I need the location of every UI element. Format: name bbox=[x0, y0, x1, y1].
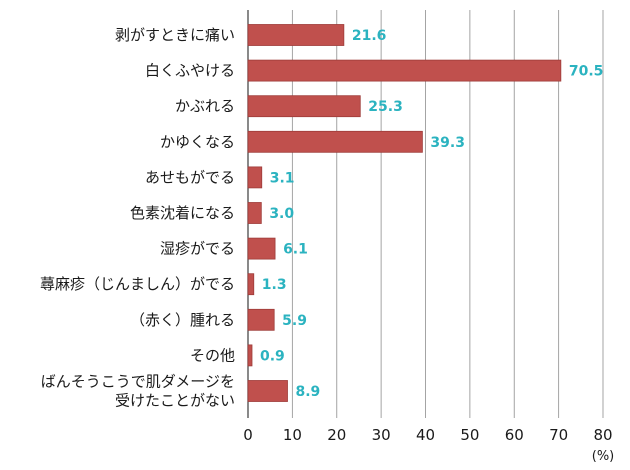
category-labels: 剥がすときに痛い白くふやけるかぶれるかゆくなるあせもがでる色素沈着になる湿疹がで… bbox=[40, 26, 235, 410]
value-label: 3.0 bbox=[269, 206, 294, 222]
bar bbox=[247, 308, 275, 331]
value-label: 3.1 bbox=[270, 170, 295, 186]
category-label: かゆくなる bbox=[160, 133, 235, 151]
x-tick-label: 0 bbox=[243, 426, 253, 444]
category-label: あせもがでる bbox=[145, 168, 235, 186]
category-label: かぶれる bbox=[175, 97, 235, 115]
x-tick-label: 20 bbox=[327, 426, 346, 444]
category-label: 湿疹がでる bbox=[160, 240, 235, 258]
value-label: 25.3 bbox=[368, 99, 403, 115]
value-label: 0.9 bbox=[260, 348, 285, 364]
x-tick-label: 80 bbox=[593, 426, 612, 444]
value-label: 6.1 bbox=[283, 242, 308, 258]
x-tick-label: 50 bbox=[460, 426, 479, 444]
category-label: 受けたことがない bbox=[115, 392, 235, 410]
category-label: 剥がすときに痛い bbox=[115, 26, 235, 44]
x-tick-labels: 0 10 20 30 40 50 60 70 80 bbox=[243, 426, 612, 444]
x-tick-label: 40 bbox=[416, 426, 435, 444]
bar bbox=[247, 59, 562, 82]
category-label: その他 bbox=[190, 346, 235, 364]
bar bbox=[247, 344, 253, 367]
category-label: ばんそうこうで肌ダメージを bbox=[41, 373, 235, 391]
x-unit-label: (%) bbox=[592, 449, 615, 464]
x-tick-label: 70 bbox=[549, 426, 568, 444]
bar bbox=[247, 237, 276, 260]
bars bbox=[247, 24, 562, 402]
bar bbox=[247, 202, 262, 224]
x-tick-label: 30 bbox=[372, 426, 391, 444]
value-label: 39.3 bbox=[430, 135, 465, 151]
category-label: 色素沈着になる bbox=[130, 204, 235, 222]
value-label: 21.6 bbox=[352, 28, 387, 44]
category-label: 白くふやける bbox=[145, 62, 235, 80]
category-label: 蕁麻疹（じんましん）がでる bbox=[40, 275, 235, 293]
category-label: （赤く）腫れる bbox=[130, 311, 235, 329]
bar bbox=[247, 130, 423, 153]
bar bbox=[247, 166, 263, 189]
x-tick-label: 60 bbox=[505, 426, 524, 444]
x-tick-label: 10 bbox=[283, 426, 302, 444]
bar bbox=[247, 273, 255, 296]
value-labels: 21.6 70.5 25.3 39.3 3.1 3.0 6.1 1.3 5.9 0.9 8.9 bbox=[260, 28, 603, 400]
bar bbox=[247, 95, 361, 118]
value-label: 5.9 bbox=[282, 313, 307, 329]
bar bbox=[247, 24, 345, 46]
value-label: 70.5 bbox=[569, 64, 604, 80]
value-label: 1.3 bbox=[262, 277, 287, 293]
value-label: 8.9 bbox=[295, 384, 320, 400]
bar bbox=[247, 380, 288, 402]
